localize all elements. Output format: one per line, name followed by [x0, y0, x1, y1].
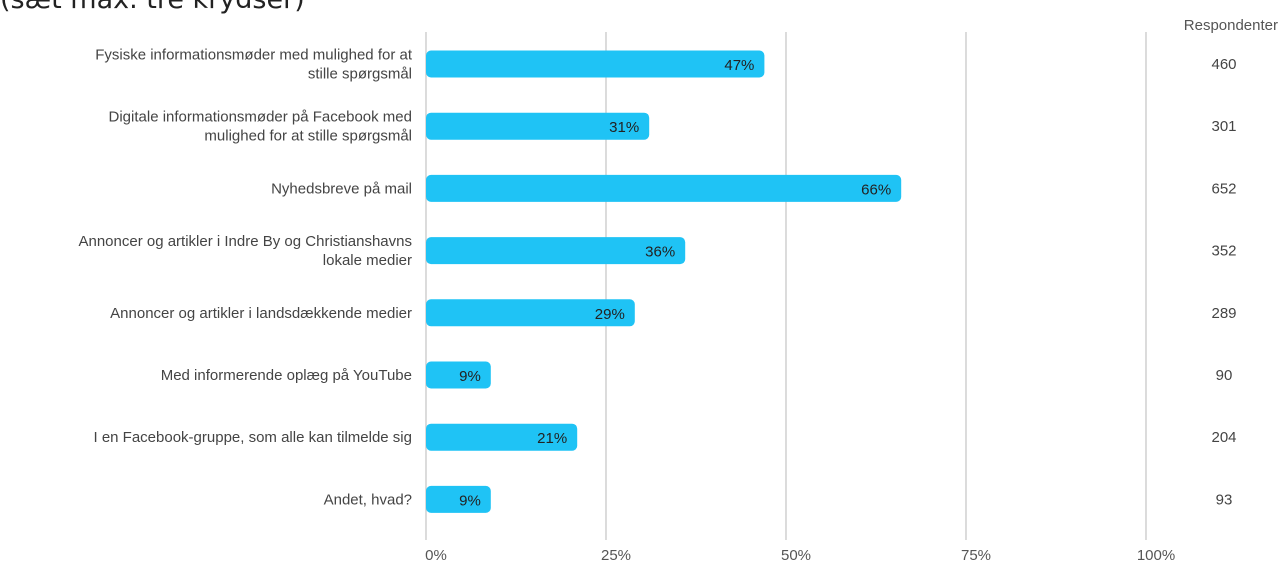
- category-label: mulighed for at stille spørgsmål: [204, 128, 412, 145]
- bar-value-label: 9%: [459, 368, 481, 385]
- category-label: Fysiske informationsmøder med mulighed f…: [95, 47, 413, 64]
- x-tick-label: 25%: [601, 547, 631, 562]
- respondent-count: 652: [1211, 180, 1236, 197]
- respondent-count: 301: [1211, 118, 1236, 135]
- category-label: Nyhedsbreve på mail: [271, 180, 412, 197]
- respondent-count: 460: [1211, 56, 1236, 73]
- respondent-count: 352: [1211, 243, 1236, 260]
- x-tick-label: 50%: [781, 547, 811, 562]
- x-tick-label: 100%: [1137, 547, 1175, 562]
- category-label: I en Facebook-gruppe, som alle kan tilme…: [93, 429, 412, 446]
- category-label: lokale medier: [323, 252, 412, 269]
- bar-value-label: 66%: [861, 181, 891, 198]
- x-tick-label: 0%: [425, 547, 447, 562]
- bar-value-label: 29%: [595, 306, 625, 323]
- respondent-count: 93: [1216, 491, 1233, 508]
- category-label: stille spørgsmål: [308, 66, 412, 83]
- category-label: Med informerende oplæg på YouTube: [161, 367, 412, 384]
- bar: [426, 175, 901, 202]
- x-tick-label: 75%: [961, 547, 991, 562]
- respondent-count: 204: [1211, 429, 1236, 446]
- category-label: Andet, hvad?: [324, 491, 412, 508]
- respondent-count: 289: [1211, 305, 1236, 322]
- category-label: Annoncer og artikler i landsdækkende med…: [110, 305, 412, 322]
- bar: [426, 51, 764, 78]
- category-label: Digitale informationsmøder på Facebook m…: [109, 109, 412, 126]
- respondent-count: 90: [1216, 367, 1233, 384]
- bar-value-label: 36%: [645, 244, 675, 261]
- category-label: Annoncer og artikler i Indre By og Chris…: [78, 233, 412, 250]
- bar-value-label: 9%: [459, 492, 481, 509]
- bar-value-label: 21%: [537, 430, 567, 447]
- bar-value-label: 47%: [724, 57, 754, 74]
- bar-value-label: 31%: [609, 119, 639, 136]
